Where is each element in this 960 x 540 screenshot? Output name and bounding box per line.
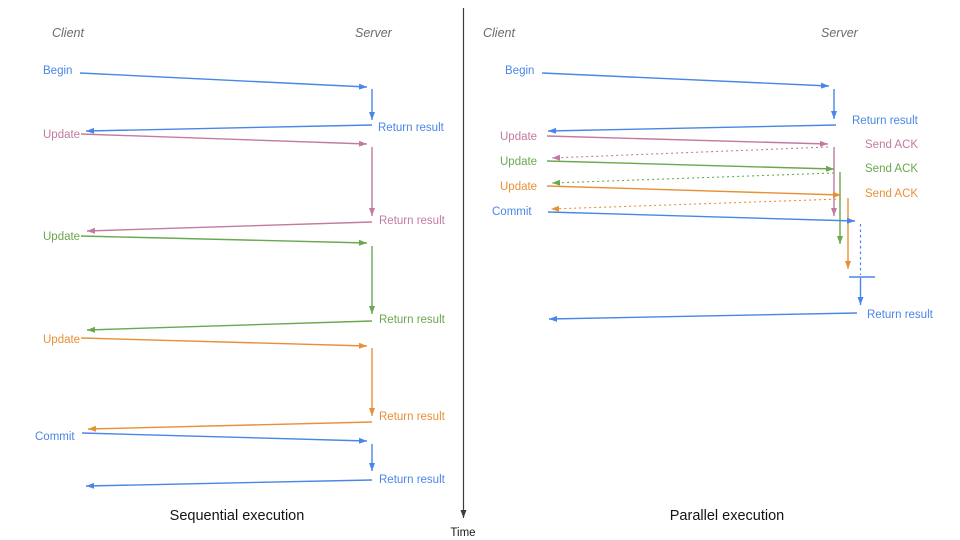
response-line xyxy=(86,221,373,234)
ack-label: Send ACK xyxy=(865,139,918,151)
server-header: Server xyxy=(821,26,859,40)
panel-sequential: Client Server Begin Return result Update… xyxy=(35,26,446,524)
client-header: Client xyxy=(483,26,515,40)
seq-message-update-3: Update Return result xyxy=(43,334,446,432)
request-label: Begin xyxy=(505,65,534,77)
request-label: Commit xyxy=(492,206,532,218)
request-label: Begin xyxy=(43,65,72,77)
seq-message-begin: Begin Return result xyxy=(43,65,445,134)
ack-label: Send ACK xyxy=(865,163,918,175)
panel-caption: Sequential execution xyxy=(170,508,305,524)
request-label: Update xyxy=(43,129,80,141)
request-line xyxy=(546,160,835,172)
response-label: Return result xyxy=(379,474,446,486)
par-message-commit: Commit Return result xyxy=(492,206,934,322)
response-line xyxy=(87,421,373,432)
response-label: Return result xyxy=(379,411,446,423)
request-label: Update xyxy=(500,156,537,168)
response-line xyxy=(547,124,837,134)
request-line xyxy=(80,133,368,147)
response-label: Return result xyxy=(378,122,445,134)
ack-line xyxy=(551,146,829,161)
time-axis: Time xyxy=(450,8,476,539)
request-line xyxy=(547,211,856,224)
time-axis-label: Time xyxy=(450,527,475,539)
request-label: Update xyxy=(43,334,80,346)
request-line xyxy=(541,72,830,89)
response-line xyxy=(85,479,373,489)
request-line xyxy=(546,185,842,198)
ack-label: Send ACK xyxy=(865,188,918,200)
request-line xyxy=(79,72,368,90)
response-label: Return result xyxy=(852,115,919,127)
response-label: Return result xyxy=(379,314,446,326)
response-label: Return result xyxy=(867,309,934,321)
request-label: Update xyxy=(500,181,537,193)
client-header: Client xyxy=(52,26,84,40)
ack-line xyxy=(551,172,835,186)
panel-parallel: Client Server Begin Return result Update… xyxy=(483,26,934,524)
server-header: Server xyxy=(355,26,393,40)
response-line xyxy=(85,124,373,134)
request-label: Update xyxy=(43,231,80,243)
request-line xyxy=(80,235,368,246)
request-label: Update xyxy=(500,131,537,143)
par-message-update-2: Update Send ACK xyxy=(500,156,918,244)
request-label: Commit xyxy=(35,431,75,443)
response-line xyxy=(86,320,373,333)
seq-message-commit: Commit Return result xyxy=(35,431,446,489)
panel-caption: Parallel execution xyxy=(670,508,784,524)
seq-message-update-1: Update Return result xyxy=(43,129,446,234)
request-line xyxy=(546,135,829,147)
request-line xyxy=(80,337,368,349)
ack-line xyxy=(550,198,842,212)
par-message-update-3: Update Send ACK xyxy=(500,181,918,269)
par-message-update-1: Update Send ACK xyxy=(500,131,918,216)
par-message-begin: Begin Return result xyxy=(505,65,919,134)
request-line xyxy=(81,432,368,444)
seq-message-update-2: Update Return result xyxy=(43,231,446,333)
response-label: Return result xyxy=(379,215,446,227)
response-line xyxy=(548,312,858,322)
